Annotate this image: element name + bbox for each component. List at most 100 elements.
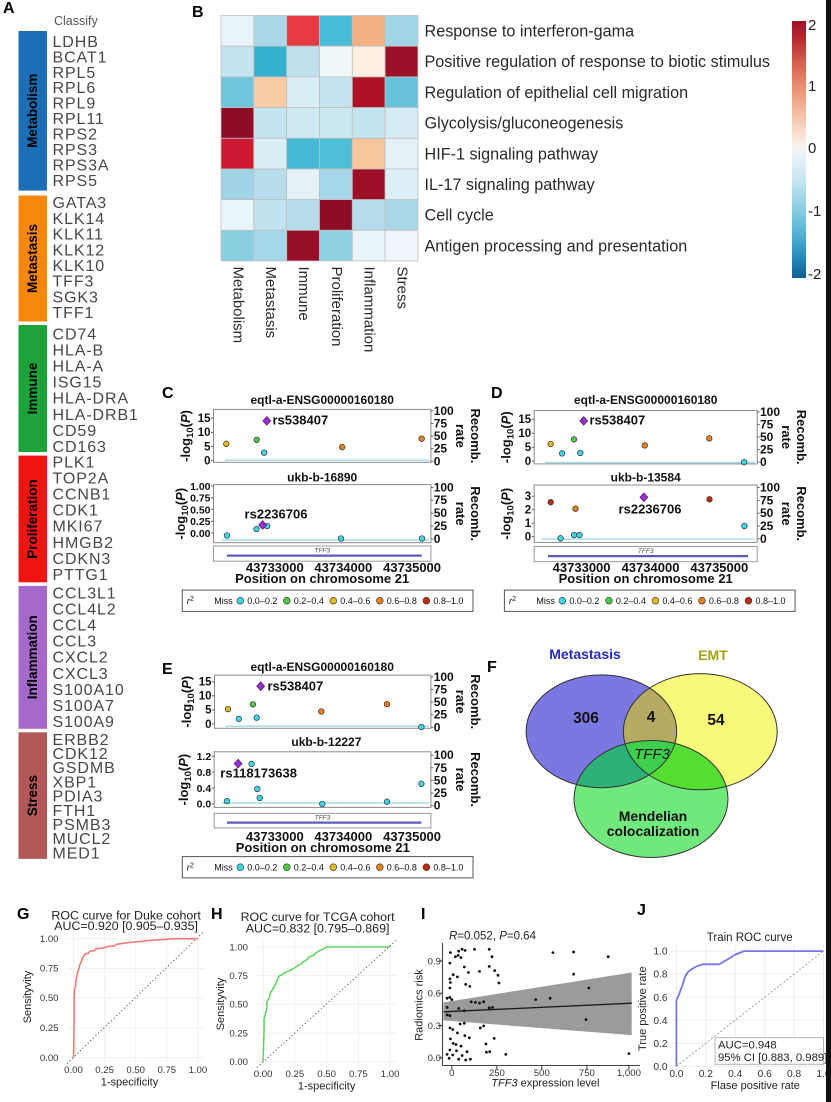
svg-text:0.50: 0.50	[317, 1069, 336, 1080]
svg-text:Proliferation: Proliferation	[25, 479, 40, 559]
svg-text:Metastasis: Metastasis	[262, 267, 279, 339]
svg-text:KLK10: KLK10	[53, 258, 106, 275]
svg-text:ISG15: ISG15	[53, 375, 103, 392]
svg-text:rate: rate	[779, 425, 794, 449]
svg-text:43735000: 43735000	[690, 560, 748, 575]
svg-text:RPS3A: RPS3A	[53, 157, 110, 174]
svg-text:0.2–0.4: 0.2–0.4	[616, 596, 646, 606]
svg-text:50: 50	[760, 506, 774, 520]
svg-text:0.00: 0.00	[190, 528, 211, 540]
svg-text:Inflammation: Inflammation	[361, 267, 378, 353]
svg-text:Metastasis: Metastasis	[549, 646, 621, 662]
svg-text:PDIA3: PDIA3	[53, 789, 104, 806]
svg-text:0: 0	[204, 456, 210, 468]
svg-text:100: 100	[434, 670, 454, 684]
svg-text:eqtl-a-ENSG00000160180: eqtl-a-ENSG00000160180	[250, 660, 394, 674]
svg-text:0: 0	[760, 455, 767, 469]
svg-text:1,000: 1,000	[617, 1068, 641, 1079]
svg-text:Recomb.: Recomb.	[794, 486, 809, 541]
svg-text:10: 10	[199, 691, 212, 703]
svg-text:Proliferation: Proliferation	[328, 267, 345, 347]
svg-text:1.00: 1.00	[40, 934, 59, 945]
svg-text:-log10(P): -log10(P)	[499, 411, 517, 463]
svg-text:PTTG1: PTTG1	[53, 567, 109, 584]
svg-text:10: 10	[198, 427, 211, 439]
svg-text:25: 25	[760, 519, 774, 533]
svg-text:Recomb.: Recomb.	[468, 408, 483, 463]
svg-text:0.4: 0.4	[653, 1016, 667, 1027]
svg-text:1.00: 1.00	[190, 481, 211, 493]
svg-text:0.0: 0.0	[653, 1062, 667, 1073]
svg-text:0.00: 0.00	[229, 1057, 248, 1068]
svg-text:0.8: 0.8	[787, 1069, 801, 1080]
svg-text:0.0–0.2: 0.0–0.2	[569, 596, 599, 606]
svg-text:LDHB: LDHB	[53, 34, 99, 51]
svg-text:CD59: CD59	[53, 423, 98, 440]
svg-text:0.00: 0.00	[40, 1053, 59, 1064]
svg-text:CCL3: CCL3	[53, 634, 98, 651]
svg-text:rs2236706: rs2236706	[619, 502, 682, 517]
svg-text:rate: rate	[453, 424, 468, 448]
svg-text:Stress: Stress	[25, 775, 40, 816]
svg-text:100: 100	[760, 481, 780, 495]
svg-text:CCL4: CCL4	[53, 618, 98, 635]
svg-text:1: 1	[525, 518, 532, 530]
svg-text:100: 100	[760, 405, 780, 419]
svg-text:HLA-A: HLA-A	[53, 359, 105, 376]
svg-text:0: 0	[434, 532, 441, 546]
svg-text:1.2: 1.2	[197, 751, 212, 763]
svg-text:0: 0	[434, 720, 441, 734]
svg-text:rs538407: rs538407	[590, 413, 646, 428]
svg-text:0.8–1.0: 0.8–1.0	[433, 596, 463, 606]
svg-text:rs538407: rs538407	[268, 679, 324, 694]
svg-text:HMGB2: HMGB2	[53, 535, 114, 552]
svg-text:HLA-DRB1: HLA-DRB1	[53, 407, 139, 424]
svg-text:RPS2: RPS2	[53, 127, 98, 144]
svg-text:TFF3: TFF3	[634, 746, 670, 763]
svg-text:0.0: 0.0	[669, 1069, 683, 1080]
svg-text:50: 50	[760, 430, 774, 444]
svg-text:0.9: 0.9	[428, 956, 441, 967]
svg-text:Miss: Miss	[214, 862, 233, 872]
svg-text:-log10(P): -log10(P)	[499, 488, 517, 540]
svg-text:rate: rate	[453, 690, 468, 714]
svg-text:CD163: CD163	[53, 439, 107, 456]
svg-text:Immune: Immune	[25, 362, 40, 414]
svg-text:1.00: 1.00	[229, 942, 248, 953]
svg-text:306: 306	[573, 710, 599, 727]
svg-text:43734000: 43734000	[622, 560, 680, 575]
svg-text:True positive rate: True positive rate	[637, 966, 649, 1051]
svg-text:4: 4	[647, 709, 656, 726]
svg-text:0.25: 0.25	[229, 1028, 248, 1039]
svg-text:15: 15	[199, 677, 212, 689]
svg-text:1-specificity: 1-specificity	[298, 1081, 356, 1093]
svg-text:Recomb.: Recomb.	[468, 752, 483, 807]
svg-text:43735000: 43735000	[383, 829, 441, 844]
svg-text:25: 25	[434, 786, 448, 800]
svg-text:Metabolism: Metabolism	[25, 74, 40, 148]
svg-text:ERBB2: ERBB2	[53, 732, 110, 749]
svg-text:1.00: 1.00	[381, 1069, 400, 1080]
svg-text:eqtl-a-ENSG00000160180: eqtl-a-ENSG00000160180	[574, 393, 718, 407]
svg-text:ukb-b-12227: ukb-b-12227	[291, 735, 361, 749]
svg-text:0.00: 0.00	[254, 1069, 273, 1080]
svg-text:100: 100	[434, 748, 454, 762]
svg-text:RPL5: RPL5	[53, 65, 97, 82]
svg-text:Position on chromosome 21: Position on chromosome 21	[236, 840, 410, 855]
svg-text:AUC=0.920 [0.905–0.935]: AUC=0.920 [0.905–0.935]	[54, 919, 198, 933]
svg-text:0.2–0.4: 0.2–0.4	[294, 596, 324, 606]
svg-text:AUC=0.832 [0.795–0.869]: AUC=0.832 [0.795–0.869]	[246, 922, 390, 936]
svg-text:0.0–0.2: 0.0–0.2	[247, 862, 277, 872]
svg-text:HLA-B: HLA-B	[53, 342, 105, 359]
svg-text:43734000: 43734000	[314, 829, 372, 844]
svg-text:RPS5: RPS5	[53, 173, 98, 190]
svg-text:S100A9: S100A9	[53, 714, 115, 731]
svg-text:0.4–0.6: 0.4–0.6	[340, 862, 370, 872]
svg-text:5: 5	[205, 705, 212, 717]
svg-text:Flase positive rate: Flase positive rate	[711, 1080, 800, 1092]
svg-text:0.2: 0.2	[653, 1039, 667, 1050]
svg-text:0.0: 0.0	[197, 799, 212, 811]
svg-text:KLK14: KLK14	[53, 211, 106, 228]
svg-text:0.75: 0.75	[40, 964, 59, 975]
svg-text:0.6: 0.6	[653, 993, 667, 1004]
